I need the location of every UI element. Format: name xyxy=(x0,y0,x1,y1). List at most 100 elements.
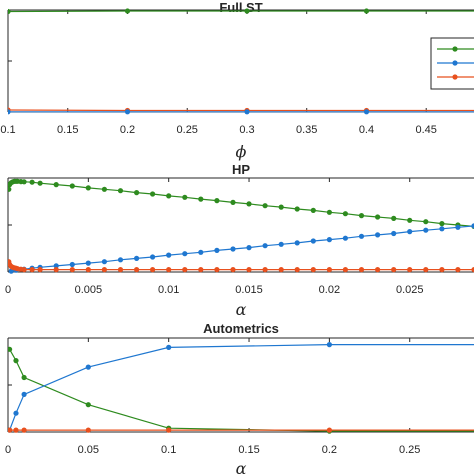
hp-data-point xyxy=(246,245,252,251)
full-st-series-line xyxy=(8,10,474,13)
hp-data-point xyxy=(53,182,59,188)
hp-series-line xyxy=(8,180,474,227)
hp-data-point xyxy=(375,267,381,273)
autometrics-series-group xyxy=(8,342,474,434)
hp-data-point xyxy=(182,267,188,273)
full-st-xtick-label: 0.3 xyxy=(239,124,254,136)
full-st-xtick-label: 0.35 xyxy=(296,124,317,136)
full-st-data-point xyxy=(244,8,250,14)
hp-xtick-label: 0.005 xyxy=(75,284,103,296)
autometrics-data-point xyxy=(326,342,332,348)
hp-data-point xyxy=(310,267,316,273)
hp-title: HP xyxy=(232,162,250,177)
hp-data-point xyxy=(101,186,107,192)
hp-data-point xyxy=(69,183,75,189)
hp-data-point xyxy=(375,214,381,220)
full-st-xtick-label: 0.15 xyxy=(57,124,78,136)
hp-data-point xyxy=(326,209,332,215)
autometrics-data-point xyxy=(21,374,27,381)
hp-data-point xyxy=(358,213,365,219)
hp-data-point xyxy=(455,267,461,273)
full-st-x-label: ϕ xyxy=(236,142,247,161)
hp-data-point xyxy=(407,267,413,273)
hp-data-point xyxy=(53,263,59,269)
hp-xtick-label: 0.01 xyxy=(158,284,179,296)
autometrics-series-line xyxy=(9,349,474,432)
hp-data-point xyxy=(326,267,332,273)
autometrics-xtick-label: 0 xyxy=(5,444,11,456)
hp-data-point xyxy=(230,246,236,252)
full-st-data-point xyxy=(124,8,131,14)
hp-data-point xyxy=(37,267,43,273)
autometrics-xtick-label: 0.25 xyxy=(399,444,420,456)
autometrics-data-point xyxy=(85,364,91,370)
hp-data-point xyxy=(101,267,107,273)
hp-xtick-label: 0.02 xyxy=(319,284,340,296)
full-st-series-group xyxy=(8,8,474,115)
hp-x-label: α xyxy=(236,300,247,319)
hp-data-point xyxy=(423,267,429,273)
hp-xtick-label: 0 xyxy=(5,284,11,296)
hp-data-point xyxy=(150,267,156,273)
hp-panel: 0 0.005 0.01 0.015 0.02 0.025 HP α xyxy=(5,162,474,319)
hp-data-point xyxy=(246,201,252,207)
autometrics-data-point xyxy=(85,402,91,408)
hp-data-point xyxy=(294,267,300,273)
hp-data-point xyxy=(166,252,172,258)
hp-data-point xyxy=(358,233,365,239)
hp-data-point xyxy=(278,241,284,247)
hp-data-point xyxy=(423,227,429,233)
hp-data-point xyxy=(391,215,397,221)
autometrics-data-point xyxy=(13,427,19,433)
hp-data-point xyxy=(198,249,204,255)
hp-series-line xyxy=(11,225,474,272)
hp-data-point xyxy=(117,188,124,194)
hp-data-point xyxy=(439,267,445,273)
full-st-xtick-label: 0.2 xyxy=(120,124,135,136)
hp-data-point xyxy=(358,267,365,273)
hp-data-point xyxy=(29,179,35,185)
hp-data-point xyxy=(294,240,300,246)
full-st-data-point xyxy=(363,109,370,115)
hp-data-point xyxy=(278,204,284,210)
autometrics-data-point xyxy=(85,427,91,433)
autometrics-data-point xyxy=(21,427,27,433)
hp-xtick-label: 0.025 xyxy=(396,284,424,296)
full-st-xtick-label: 0.25 xyxy=(177,124,198,136)
autometrics-data-point xyxy=(13,358,19,364)
hp-data-point xyxy=(342,235,348,241)
full-st-data-point xyxy=(244,109,250,115)
autometrics-panel: 0 0.05 0.1 0.15 0.2 0.25 Autometrics α xyxy=(5,321,474,474)
hp-data-point xyxy=(117,267,124,273)
hp-data-point xyxy=(262,267,268,273)
legend-marker xyxy=(452,60,458,66)
hp-data-point xyxy=(262,243,268,249)
hp-data-point xyxy=(278,267,284,273)
hp-data-point xyxy=(246,267,252,273)
legend-marker xyxy=(452,46,458,52)
hp-series-group xyxy=(8,178,474,274)
autometrics-data-point xyxy=(8,427,13,433)
hp-data-point xyxy=(182,251,188,257)
hp-data-point xyxy=(439,221,445,227)
full-st-data-point xyxy=(363,8,370,14)
autometrics-data-point xyxy=(166,344,172,350)
autometrics-series-line xyxy=(9,344,474,431)
hp-data-point xyxy=(214,198,220,204)
hp-data-point xyxy=(8,186,12,192)
hp-data-point xyxy=(230,199,236,205)
autometrics-xtick-label: 0.05 xyxy=(78,444,99,456)
full-st-data-point xyxy=(8,109,11,115)
full-st-data-point xyxy=(8,8,11,15)
hp-data-point xyxy=(391,267,397,273)
hp-data-point xyxy=(310,238,316,244)
hp-data-point xyxy=(21,267,27,273)
autometrics-data-point xyxy=(13,410,19,416)
hp-data-point xyxy=(134,267,140,273)
hp-data-point xyxy=(391,230,397,237)
full-st-xtick-label: 0.1 xyxy=(0,124,15,136)
hp-data-point xyxy=(471,267,474,273)
hp-data-point xyxy=(53,267,59,273)
hp-data-point xyxy=(37,180,43,186)
autometrics-xtick-label: 0.15 xyxy=(238,444,259,456)
